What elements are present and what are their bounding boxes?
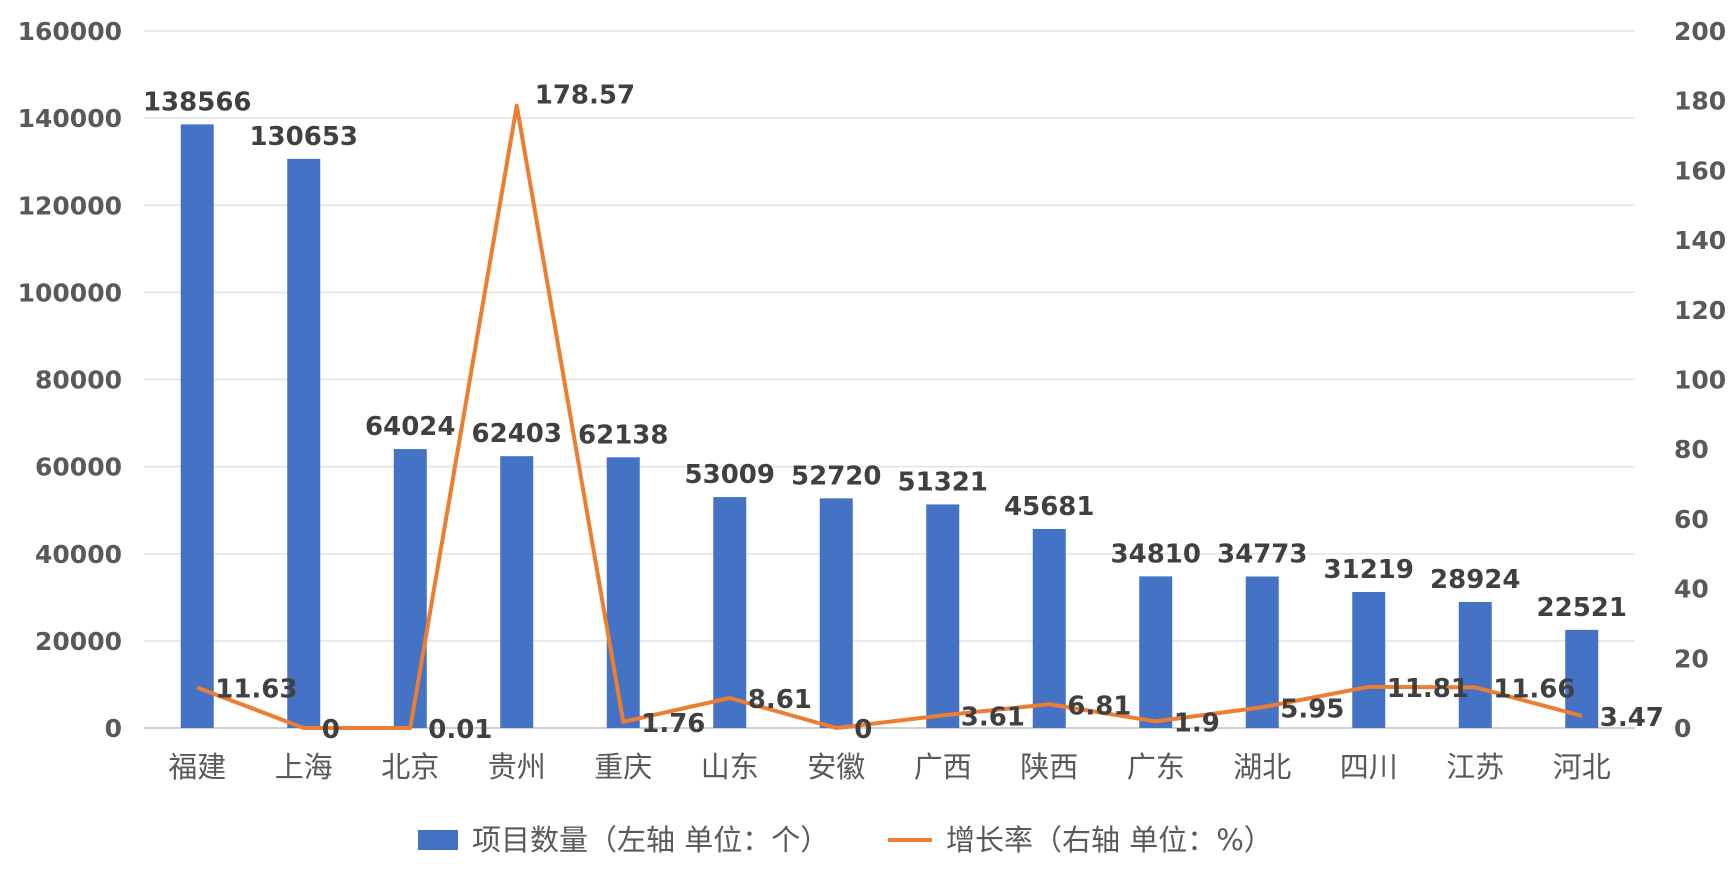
legend-bar-swatch	[418, 830, 458, 850]
bar	[926, 504, 959, 728]
bar-data-label: 28924	[1430, 565, 1520, 595]
bar	[287, 159, 320, 728]
bar-data-label: 130653	[249, 122, 358, 152]
line-data-label: 0	[854, 715, 872, 745]
line-data-label: 1.76	[641, 709, 705, 739]
bar	[500, 456, 533, 728]
x-category-label: 江苏	[1446, 750, 1504, 784]
right-tick-label: 20	[1674, 644, 1709, 673]
right-tick-label: 200	[1674, 17, 1726, 46]
x-category-label: 安徽	[807, 750, 865, 784]
right-tick-label: 80	[1674, 435, 1709, 464]
bar	[1459, 602, 1492, 728]
bar-data-label: 138566	[143, 87, 252, 117]
left-tick-label: 100000	[18, 278, 122, 307]
right-tick-label: 140	[1674, 226, 1726, 255]
x-category-label: 陕西	[1020, 750, 1078, 784]
bar	[1033, 529, 1066, 728]
x-category-label: 广西	[914, 750, 972, 784]
bar-data-label: 45681	[1004, 492, 1094, 522]
bar	[1352, 592, 1385, 728]
line-data-label: 3.47	[1600, 703, 1664, 733]
bar-data-label: 51321	[898, 467, 988, 497]
bar-data-label: 34810	[1111, 539, 1201, 569]
bar-data-label: 52720	[791, 461, 881, 491]
right-tick-label: 180	[1674, 87, 1726, 116]
bar	[607, 457, 640, 728]
x-category-label: 四川	[1340, 750, 1398, 784]
left-tick-label: 40000	[35, 540, 122, 569]
x-category-label: 福建	[168, 750, 226, 784]
line-data-label: 8.61	[748, 685, 812, 715]
x-category-label: 北京	[381, 750, 439, 784]
line-data-label: 11.63	[215, 674, 297, 704]
left-tick-label: 140000	[18, 104, 122, 133]
bar	[181, 124, 214, 728]
bar-data-label: 34773	[1217, 540, 1307, 570]
bar	[1139, 576, 1172, 728]
bar-data-label: 62403	[472, 419, 562, 449]
bar	[713, 497, 746, 728]
left-tick-label: 0	[105, 714, 122, 743]
x-category-label: 贵州	[488, 750, 546, 784]
right-tick-label: 40	[1674, 575, 1709, 604]
left-tick-label: 60000	[35, 453, 122, 482]
x-category-label: 河北	[1553, 750, 1611, 784]
x-category-label: 山东	[701, 750, 759, 784]
line-data-label: 0	[322, 715, 340, 745]
left-tick-label: 120000	[18, 191, 122, 220]
line-data-label: 11.66	[1493, 674, 1575, 704]
left-tick-label: 160000	[18, 17, 122, 46]
line-data-label: 178.57	[535, 81, 635, 111]
x-category-label: 湖北	[1233, 750, 1291, 784]
right-tick-label: 100	[1674, 366, 1726, 395]
line-data-label: 5.95	[1280, 694, 1344, 724]
legend-bar-label: 项目数量（左轴 单位：个）	[472, 823, 829, 857]
right-tick-label: 120	[1674, 296, 1726, 325]
line-data-label: 6.81	[1067, 691, 1131, 721]
line-data-label: 11.81	[1387, 674, 1469, 704]
bar-data-label: 53009	[685, 460, 775, 490]
x-category-label: 上海	[275, 750, 333, 784]
bar-data-label: 31219	[1324, 555, 1414, 585]
left-tick-label: 80000	[35, 366, 122, 395]
bar-data-label: 62138	[578, 420, 668, 450]
line-data-label: 3.61	[961, 702, 1025, 732]
line-data-label: 0.01	[428, 715, 492, 745]
x-category-label: 重庆	[594, 750, 652, 784]
right-tick-label: 160	[1674, 156, 1726, 185]
right-tick-label: 0	[1674, 714, 1691, 743]
left-tick-label: 20000	[35, 627, 122, 656]
right-tick-label: 60	[1674, 505, 1709, 534]
bar	[820, 498, 853, 728]
bar	[394, 449, 427, 728]
line-data-label: 1.9	[1174, 708, 1220, 738]
bar-data-label: 22521	[1537, 593, 1627, 623]
bar-data-label: 64024	[365, 412, 455, 442]
legend-line-label: 增长率（右轴 单位：%）	[946, 823, 1273, 857]
x-category-label: 广东	[1127, 750, 1185, 784]
